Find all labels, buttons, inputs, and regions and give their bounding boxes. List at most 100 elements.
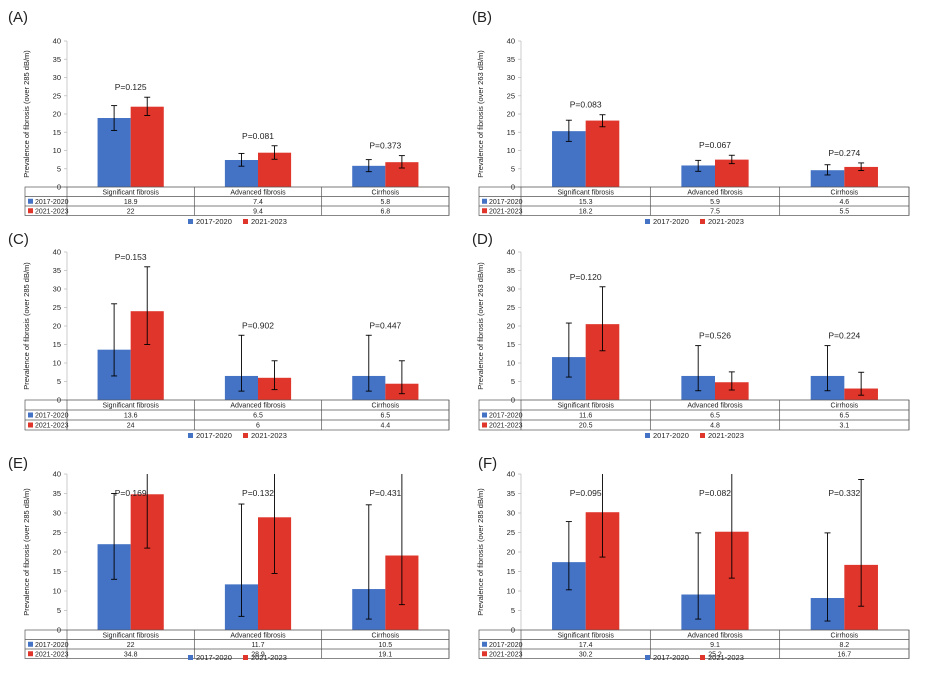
y-tick-label: 40 <box>507 37 515 46</box>
data-table-series-name: 2021-2023 <box>489 423 523 430</box>
y-tick-label: 35 <box>507 489 515 498</box>
y-tick-label: 35 <box>507 55 515 64</box>
legend-swatch-2021-2023 <box>700 433 705 438</box>
p-value-label: P=0.332 <box>828 488 860 498</box>
y-axis-label: Prevalence of fibrosis (over 285 dB/m) <box>476 488 485 616</box>
bar-2017-2020 <box>352 165 386 187</box>
data-table-value: 5.9 <box>710 199 720 206</box>
data-table-series-name: 2021-2023 <box>35 651 69 658</box>
legend-swatch-2017-2020 <box>188 433 193 438</box>
y-axis-label: Prevalence of fibrosis (over 285 dB/m) <box>22 262 31 390</box>
bar-2017-2020 <box>810 170 845 187</box>
data-table-value: 25.2 <box>708 651 722 658</box>
data-table-value: 15.3 <box>579 199 593 206</box>
data-table-value: 8.2 <box>839 642 849 649</box>
y-tick-label: 15 <box>507 128 515 137</box>
data-table-value: 24 <box>127 423 135 430</box>
data-table-series-swatch <box>28 208 33 214</box>
y-tick-label: 5 <box>511 606 515 615</box>
y-tick-label: 10 <box>507 146 515 155</box>
data-table-value: 6.5 <box>253 413 263 420</box>
y-tick-label: 25 <box>53 303 61 312</box>
data-table-value: 13.6 <box>124 413 138 420</box>
data-table-series-name: 2017-2020 <box>35 199 69 206</box>
y-axis-label: Prevalence of fibrosis (over 285 dB/m) <box>22 50 31 178</box>
y-tick-label: 25 <box>507 91 515 100</box>
p-value-label: P=0.083 <box>570 100 602 110</box>
legend-label-2017-2020: 2017-2020 <box>653 653 689 662</box>
y-tick-label: 25 <box>507 528 515 537</box>
y-tick-label: 25 <box>53 91 61 100</box>
data-table-series-swatch <box>482 422 487 428</box>
y-tick-label: 5 <box>511 377 515 386</box>
x-category-label: Advanced fibrosis <box>230 632 286 639</box>
p-value-label: P=0.082 <box>699 488 731 498</box>
p-value-label: P=0.224 <box>828 331 860 341</box>
data-table-value: 9.4 <box>253 208 263 215</box>
data-table-value: 3.1 <box>839 423 849 430</box>
x-category-label: Cirrhosis <box>372 632 400 639</box>
data-table-value: 7.5 <box>710 208 720 215</box>
y-tick-label: 10 <box>53 587 61 596</box>
chart-panel: (E) Prevalence of fibrosis (over 285 dB/m… <box>8 455 450 662</box>
y-tick-label: 35 <box>53 55 61 64</box>
data-table-series-swatch <box>482 208 487 214</box>
legend-swatch-2017-2020 <box>645 433 650 438</box>
legend-swatch-2021-2023 <box>700 219 705 224</box>
y-tick-label: 40 <box>507 248 515 257</box>
legend-swatch-2017-2020 <box>188 655 193 660</box>
data-table-value: 6.5 <box>380 413 390 420</box>
y-tick-label: 5 <box>57 377 61 386</box>
data-table-value: 22 <box>127 642 135 649</box>
y-tick-label: 15 <box>507 340 515 349</box>
bar-2017-2020 <box>681 165 715 187</box>
y-tick-label: 30 <box>507 285 515 294</box>
p-value-label: P=0.902 <box>242 320 274 330</box>
legend-swatch-2021-2023 <box>243 433 248 438</box>
bar-2021-2023 <box>130 106 164 187</box>
x-category-label: Cirrhosis <box>372 403 400 410</box>
y-tick-label: 35 <box>53 266 61 275</box>
p-value-label: P=0.431 <box>369 488 401 498</box>
p-value-label: P=0.526 <box>699 331 731 341</box>
data-table-value: 4.6 <box>839 199 849 206</box>
y-axis-label: Prevalence of fibrosis (over 285 dB/m) <box>22 488 31 616</box>
p-value-label: P=0.132 <box>242 488 274 498</box>
legend-label-2017-2020: 2017-2020 <box>196 217 232 226</box>
data-table-value: 6.5 <box>839 413 849 420</box>
x-category-label: Advanced fibrosis <box>230 189 286 196</box>
y-tick-label: 5 <box>511 164 515 173</box>
y-tick-label: 10 <box>507 359 515 368</box>
data-table-series-name: 2017-2020 <box>35 642 69 649</box>
legend-swatch-2021-2023 <box>700 655 705 660</box>
x-category-label: Cirrhosis <box>831 632 859 639</box>
y-tick-label: 35 <box>507 266 515 275</box>
legend-swatch-2017-2020 <box>188 219 193 224</box>
y-tick-label: 15 <box>53 128 61 137</box>
y-tick-label: 15 <box>507 567 515 576</box>
data-table-value: 34.8 <box>124 651 138 658</box>
data-table-series-name: 2021-2023 <box>489 651 523 658</box>
data-table-value: 28.9 <box>251 651 265 658</box>
p-value-label: P=0.081 <box>242 131 274 141</box>
bar-2021-2023 <box>715 159 749 187</box>
panel-label: (C) <box>8 231 29 248</box>
y-tick-label: 10 <box>507 587 515 596</box>
y-tick-label: 20 <box>53 110 61 119</box>
data-table-series-name: 2017-2020 <box>35 413 69 420</box>
x-category-label: Advanced fibrosis <box>687 632 743 639</box>
p-value-label: P=0.120 <box>570 272 602 282</box>
p-value-label: P=0.373 <box>369 141 401 151</box>
data-table-value: 4.8 <box>710 423 720 430</box>
data-table-series-swatch <box>28 198 33 204</box>
data-table-value: 16.7 <box>838 651 852 658</box>
data-table-value: 10.5 <box>379 642 393 649</box>
x-category-label: Cirrhosis <box>372 189 400 196</box>
x-category-label: Cirrhosis <box>831 189 859 196</box>
panel-label: (F) <box>478 455 497 472</box>
p-value-label: P=0.095 <box>570 488 602 498</box>
data-table-series-swatch <box>482 412 487 418</box>
legend-label-2017-2020: 2017-2020 <box>653 431 689 440</box>
chart-panel: (B) Prevalence of fibrosis (over 263 dB/m… <box>472 9 910 226</box>
y-tick-label: 20 <box>507 110 515 119</box>
